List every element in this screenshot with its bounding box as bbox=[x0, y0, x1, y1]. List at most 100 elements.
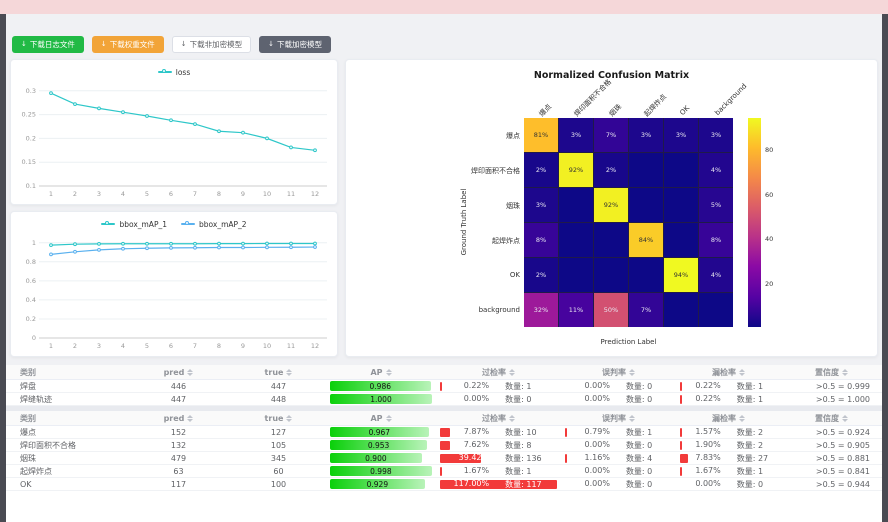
loss-line-chart: 0.10.150.20.250.31 2 3 4 5 6 7 8 9 10 11 12 bbox=[22, 87, 327, 198]
svg-text:7: 7 bbox=[193, 342, 197, 350]
column-header[interactable]: AP bbox=[326, 411, 436, 425]
class-name-cell: OK bbox=[20, 479, 32, 489]
matrix-cell: 7% bbox=[594, 118, 628, 152]
sort-caret-icon[interactable] bbox=[509, 414, 515, 422]
svg-text:12: 12 bbox=[311, 342, 319, 350]
rate-percent: 7.83% bbox=[695, 452, 721, 462]
sort-caret-icon[interactable] bbox=[509, 368, 515, 376]
rate-count: 数量: 117 bbox=[505, 479, 542, 489]
column-header[interactable]: pred bbox=[126, 411, 231, 425]
true-cell: 100 bbox=[270, 479, 287, 489]
table-row: 焊盘 446 447 0.986 0.22% 数量: 1 0.00% 数量: 0 0.22% 数量… bbox=[6, 380, 882, 393]
rate-count: 数量: 0 bbox=[736, 479, 764, 489]
column-header[interactable]: 过检率 bbox=[436, 365, 561, 379]
ap-bar: 0.986 bbox=[330, 381, 431, 391]
svg-text:0.2: 0.2 bbox=[26, 134, 36, 142]
column-header[interactable]: 置信度 bbox=[781, 411, 882, 425]
matrix-cell: 2% bbox=[594, 153, 628, 187]
sort-caret-icon[interactable] bbox=[187, 414, 194, 422]
column-header[interactable]: 误判率 bbox=[561, 411, 676, 425]
rate-percent: 1.67% bbox=[463, 465, 490, 475]
colorbar-tick-label: 80 bbox=[765, 146, 774, 155]
legend-item[interactable]: loss bbox=[157, 68, 190, 77]
matrix-cell: 4% bbox=[699, 258, 733, 292]
rate-cell: 0.00% 数量: 0 bbox=[561, 393, 676, 405]
table-divider bbox=[6, 406, 882, 411]
rate-cell: 0.79% 数量: 1 bbox=[561, 426, 676, 438]
column-header[interactable]: 漏检率 bbox=[676, 365, 781, 379]
sort-caret-icon[interactable] bbox=[739, 368, 745, 376]
confidence-cell: >0.5 = 0.841 bbox=[815, 466, 870, 476]
ap-bar: 0.953 bbox=[330, 440, 428, 450]
column-header[interactable]: 过检率 bbox=[436, 411, 561, 425]
rate-percent: 1.57% bbox=[695, 426, 721, 436]
class-name-cell: 焊盘 bbox=[20, 381, 36, 391]
svg-text:0.1: 0.1 bbox=[26, 182, 36, 190]
column-header: 类别 bbox=[20, 413, 36, 423]
rate-bar bbox=[680, 427, 682, 437]
rate-cell: 0.00% 数量: 0 bbox=[561, 478, 676, 490]
rate-cell: 1.67% 数量: 1 bbox=[676, 465, 781, 477]
rate-bar bbox=[440, 427, 450, 437]
rate-percent: 0.00% bbox=[584, 380, 610, 390]
matrix-col-label: 烟珠 bbox=[607, 102, 624, 119]
notification-bar bbox=[0, 0, 888, 14]
svg-text:11: 11 bbox=[287, 342, 295, 350]
rate-count: 数量: 1 bbox=[505, 466, 532, 476]
download-button-3[interactable]: ↓ 下载加密模型 bbox=[259, 36, 331, 53]
sort-caret-icon[interactable] bbox=[385, 368, 392, 376]
matrix-cell: 8% bbox=[524, 223, 558, 257]
sort-caret-icon[interactable] bbox=[385, 414, 392, 422]
download-icon: ↓ bbox=[268, 40, 274, 48]
matrix-cell: 5% bbox=[699, 188, 733, 222]
download-button-2[interactable]: ↓ 下载非加密模型 bbox=[171, 36, 252, 53]
rate-count: 数量: 0 bbox=[625, 381, 653, 391]
download-button-0[interactable]: ↓ 下载日志文件 bbox=[12, 36, 84, 53]
legend-item[interactable]: bbox_mAP_1 bbox=[101, 220, 167, 229]
rate-count: 数量: 2 bbox=[736, 427, 764, 437]
sort-caret-icon[interactable] bbox=[629, 414, 635, 422]
matrix-cell: 3% bbox=[664, 118, 698, 152]
column-header[interactable]: pred bbox=[126, 365, 231, 379]
rate-cell: 117.00% 数量: 117 bbox=[436, 478, 561, 490]
matrix-col-label: background bbox=[713, 82, 749, 117]
rate-percent: 0.00% bbox=[463, 393, 490, 403]
true-cell: 105 bbox=[270, 440, 287, 450]
sort-caret-icon[interactable] bbox=[187, 368, 194, 376]
download-button-1[interactable]: ↓ 下载权重文件 bbox=[91, 36, 164, 53]
rate-count: 数量: 0 bbox=[505, 394, 532, 404]
column-header[interactable]: true bbox=[231, 365, 326, 379]
sort-caret-icon[interactable] bbox=[286, 368, 293, 376]
matrix-cell: 92% bbox=[559, 153, 593, 187]
legend-item[interactable]: bbox_mAP_2 bbox=[181, 220, 247, 229]
map-chart-legend: bbox_mAP_1 bbox_mAP_2 bbox=[13, 216, 335, 232]
legend-line-icon bbox=[101, 221, 116, 225]
sort-caret-icon[interactable] bbox=[739, 414, 745, 422]
rate-cell: 1.16% 数量: 4 bbox=[561, 452, 676, 464]
class-name-cell: 焊缝轨迹 bbox=[20, 394, 52, 404]
sort-caret-icon[interactable] bbox=[629, 368, 635, 376]
sort-caret-icon[interactable] bbox=[286, 414, 293, 422]
column-header[interactable]: 误判率 bbox=[561, 365, 676, 379]
confidence-cell: >0.5 = 0.905 bbox=[815, 440, 870, 450]
matrix-row-label: 焊印面积不合格 bbox=[471, 167, 520, 175]
download-icon: ↓ bbox=[21, 40, 27, 48]
rate-cell: 7.87% 数量: 10 bbox=[436, 426, 561, 438]
rate-cell: 7.83% 数量: 27 bbox=[676, 452, 781, 464]
table-row: 爆点 152 127 0.967 7.87% 数量: 10 0.79% 数量: 1 1.57% 数… bbox=[6, 426, 882, 439]
column-header[interactable]: true bbox=[231, 411, 326, 425]
rate-percent: 0.22% bbox=[695, 380, 721, 390]
column-header[interactable]: 漏检率 bbox=[676, 411, 781, 425]
rate-bar bbox=[440, 453, 482, 463]
rate-percent: 1.90% bbox=[695, 439, 721, 449]
rate-cell: 0.00% 数量: 0 bbox=[436, 393, 561, 405]
svg-text:4: 4 bbox=[121, 190, 125, 198]
svg-text:1: 1 bbox=[49, 342, 53, 350]
sort-caret-icon[interactable] bbox=[842, 368, 848, 376]
sort-caret-icon[interactable] bbox=[842, 414, 848, 422]
rate-count: 数量: 136 bbox=[505, 453, 542, 463]
column-header[interactable]: AP bbox=[326, 365, 436, 379]
column-header[interactable]: 置信度 bbox=[781, 365, 882, 379]
svg-text:0.8: 0.8 bbox=[26, 258, 36, 266]
true-cell: 127 bbox=[270, 427, 287, 437]
